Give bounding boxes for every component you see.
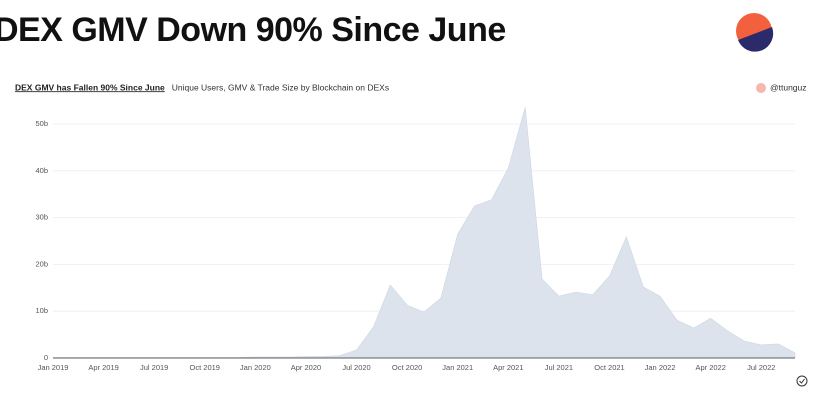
x-tick-label: Jan 2022: [645, 363, 676, 372]
y-tick-label: 30b: [35, 213, 48, 222]
x-tick-label: Jul 2019: [140, 363, 168, 372]
y-tick-label: 0: [44, 353, 48, 362]
x-tick-label: Jan 2019: [38, 363, 69, 372]
check-icon[interactable]: [796, 375, 808, 387]
x-tick-label: Apr 2019: [88, 363, 118, 372]
y-tick-label: 50b: [35, 119, 48, 128]
area: [52, 107, 796, 359]
x-tick-label: Jan 2021: [442, 363, 473, 372]
author-dot: [756, 83, 766, 93]
x-tick-label: Jul 2021: [545, 363, 573, 372]
x-tick-label: Oct 2020: [392, 363, 422, 372]
y-tick-label: 20b: [35, 259, 48, 268]
x-tick-label: Apr 2022: [695, 363, 725, 372]
x-tick-label: Jul 2022: [747, 363, 775, 372]
author: @ttunguz: [770, 82, 807, 92]
chart-subtitle: Unique Users, GMV & Trade Size by Blockc…: [172, 82, 389, 92]
x-tick-label: Apr 2021: [493, 363, 523, 372]
chart-title: DEX GMV has Fallen 90% Since June: [15, 82, 165, 92]
x-tick-label: Apr 2020: [291, 363, 321, 372]
x-tick-label: Oct 2019: [190, 363, 220, 372]
logo: [736, 13, 774, 52]
x-tick-label: Oct 2021: [594, 363, 624, 372]
x-tick-label: Jan 2020: [240, 363, 271, 372]
y-tick-label: 40b: [35, 166, 48, 175]
y-tick-label: 10b: [35, 306, 48, 315]
x-tick-label: Jul 2020: [342, 363, 370, 372]
page-title: DEX GMV Down 90% Since June: [0, 11, 506, 49]
